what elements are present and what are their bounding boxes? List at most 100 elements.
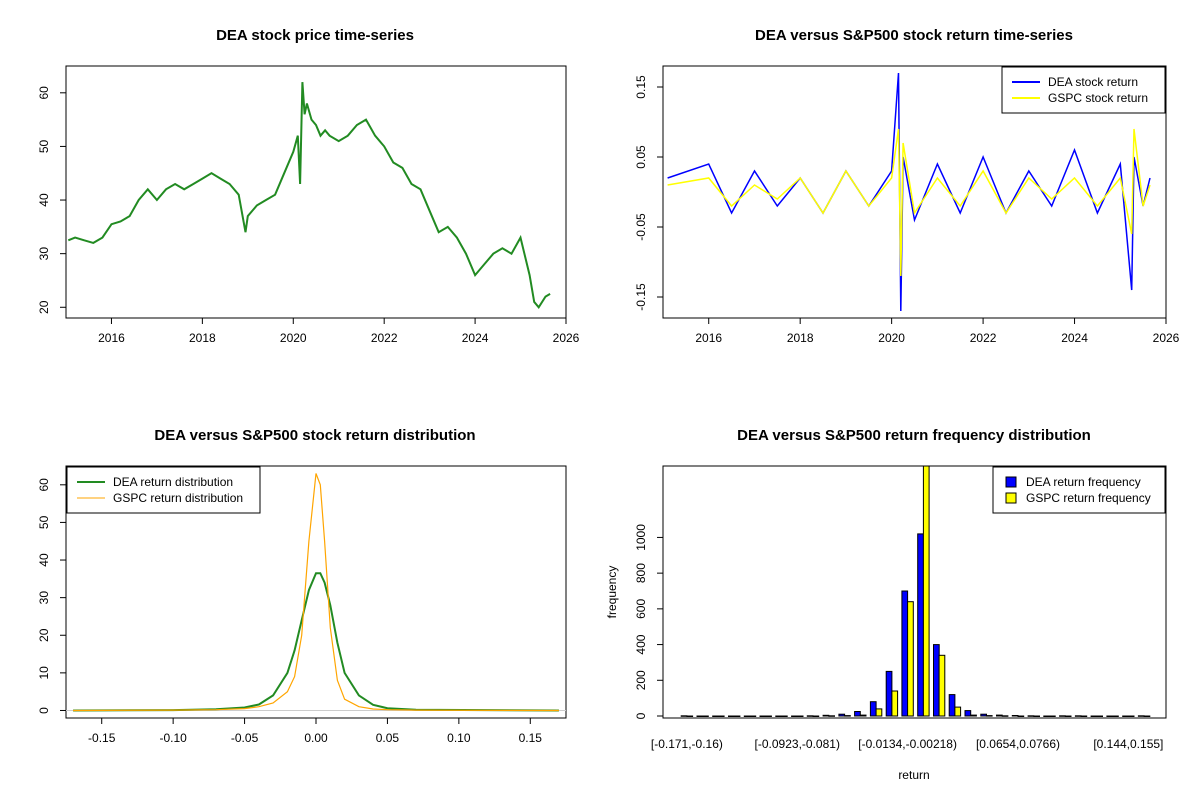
x-tick-label: [0.144,0.155] (1093, 737, 1163, 751)
gspc-frequency-bar (938, 654, 946, 717)
plot-area (67, 82, 551, 309)
return-distribution-panel: DEA versus S&P500 stock return distribut… (37, 427, 567, 745)
y-tick-label: 0.15 (634, 75, 648, 99)
dea-frequency-bar (759, 715, 767, 717)
y-tick-label: 200 (634, 670, 648, 690)
gspc-frequency-bar (828, 715, 835, 717)
legend-swatch (1005, 492, 1017, 504)
dea-frequency-bar (1106, 715, 1114, 717)
plot-area (680, 465, 1151, 717)
dea-frequency-bar (791, 715, 798, 717)
gspc-frequency-bar (686, 715, 694, 717)
return-timeseries-panel: DEA versus S&P500 stock return time-seri… (634, 27, 1180, 345)
dea-frequency-bar (854, 711, 861, 717)
y-tick-label: 30 (37, 591, 51, 605)
gspc-frequency-bar (781, 715, 788, 717)
y-tick-label: 0 (37, 707, 51, 714)
y-tick-label: 1000 (634, 524, 648, 551)
y-tick-label: 60 (37, 86, 51, 100)
gspc-frequency-bar (954, 706, 962, 717)
dea-frequency-bar (917, 533, 924, 717)
dea-frequency-bar (696, 715, 704, 717)
gspc-frequency-bar (1001, 715, 1009, 717)
y-tick-label: 60 (37, 478, 51, 492)
price-timeseries-panel: DEA stock price time-series 2016 2018 2020… (37, 27, 580, 345)
dea-frequency-bar (1137, 715, 1145, 717)
legend: DEA return distribution GSPC return dist… (66, 466, 261, 514)
x-tick-label: 2018 (787, 331, 814, 345)
x-tick-label: 2024 (1061, 331, 1088, 345)
gspc-frequency-bar (875, 708, 883, 717)
dea-frequency-bar (728, 715, 735, 717)
gspc-frequency-bar (907, 601, 914, 717)
y-axis: -0.15 -0.05 0.05 0.15 (634, 75, 663, 311)
gspc-frequency-bar (717, 715, 725, 717)
x-tick-label: [-0.0134,-0.00218) (858, 737, 957, 751)
x-tick-label: -0.10 (159, 731, 187, 745)
legend-label: DEA return frequency (1026, 475, 1141, 489)
legend-label: DEA stock return (1048, 75, 1138, 89)
dea-return-line (667, 72, 1151, 312)
x-axis: 2016 2018 2020 2022 2024 2026 (695, 318, 1180, 345)
y-tick-label: 0.05 (634, 145, 648, 169)
plot-area (66, 473, 566, 712)
gspc-frequency-bar (796, 715, 804, 717)
gspc-density-line (73, 473, 559, 712)
y-tick-label: 40 (37, 553, 51, 567)
dea-density-line (73, 572, 559, 712)
gspc-frequency-bar (765, 715, 772, 717)
gspc-frequency-bar (1017, 715, 1025, 717)
y-axis: 0 200 400 600 800 1000 (634, 524, 663, 719)
x-tick-label: 2024 (462, 331, 489, 345)
gspc-frequency-bar (749, 715, 757, 717)
legend-box (66, 466, 261, 514)
dea-frequency-bar (869, 701, 877, 717)
dea-frequency-bar (838, 713, 846, 717)
dea-frequency-bar (680, 715, 688, 717)
chart-title: DEA stock price time-series (216, 27, 414, 44)
gspc-frequency-bar (922, 465, 930, 717)
y-tick-label: 20 (37, 628, 51, 642)
dea-frequency-bar (980, 713, 987, 717)
dea-frequency-bar (1122, 715, 1129, 717)
plot-area (667, 72, 1151, 312)
legend-swatch (1005, 476, 1017, 488)
legend-box (1001, 66, 1166, 114)
legend-label: GSPC return frequency (1026, 491, 1151, 505)
dea-frequency-bar (1043, 715, 1051, 717)
dea-frequency-bar (743, 715, 751, 717)
gspc-frequency-bar (1080, 715, 1088, 717)
dea-frequency-bar (1090, 715, 1098, 717)
x-tick-label: 2026 (553, 331, 580, 345)
x-axis: 2016 2018 2020 2022 2024 2026 (98, 318, 580, 345)
y-tick-label: -0.05 (634, 213, 648, 241)
price-line (67, 82, 551, 309)
dea-frequency-bar (1074, 715, 1082, 717)
gspc-frequency-bar (1033, 715, 1041, 717)
x-tick-label: 2026 (1153, 331, 1180, 345)
gspc-frequency-bar (1143, 715, 1151, 717)
gspc-frequency-bar (1112, 715, 1119, 717)
plot-frame (662, 65, 1167, 319)
x-tick-label: [0.0654,0.0766) (976, 737, 1060, 751)
chart-title: DEA versus S&P500 stock return time-seri… (755, 27, 1073, 44)
gspc-frequency-bar (859, 714, 867, 717)
gspc-frequency-bar (891, 690, 899, 717)
legend: DEA return frequency GSPC return frequen… (992, 466, 1166, 514)
legend-label: DEA return distribution (113, 475, 233, 489)
x-tick-label: 0.00 (304, 731, 328, 745)
x-tick-label: 0.05 (376, 731, 400, 745)
gspc-frequency-bar (1064, 715, 1072, 717)
gspc-frequency-bar (1127, 715, 1135, 717)
dea-frequency-bar (806, 715, 814, 717)
dea-frequency-bar (948, 694, 956, 717)
y-tick-label: 50 (37, 139, 51, 153)
dea-frequency-bar (901, 590, 909, 717)
y-tick-label: 40 (37, 193, 51, 207)
plot-frame (65, 65, 567, 319)
y-axis: 20 30 40 50 60 (37, 86, 66, 314)
gspc-frequency-bar (970, 714, 977, 717)
dea-frequency-bar (964, 710, 972, 717)
x-tick-label: 2022 (371, 331, 398, 345)
x-tick-label: 2020 (280, 331, 307, 345)
